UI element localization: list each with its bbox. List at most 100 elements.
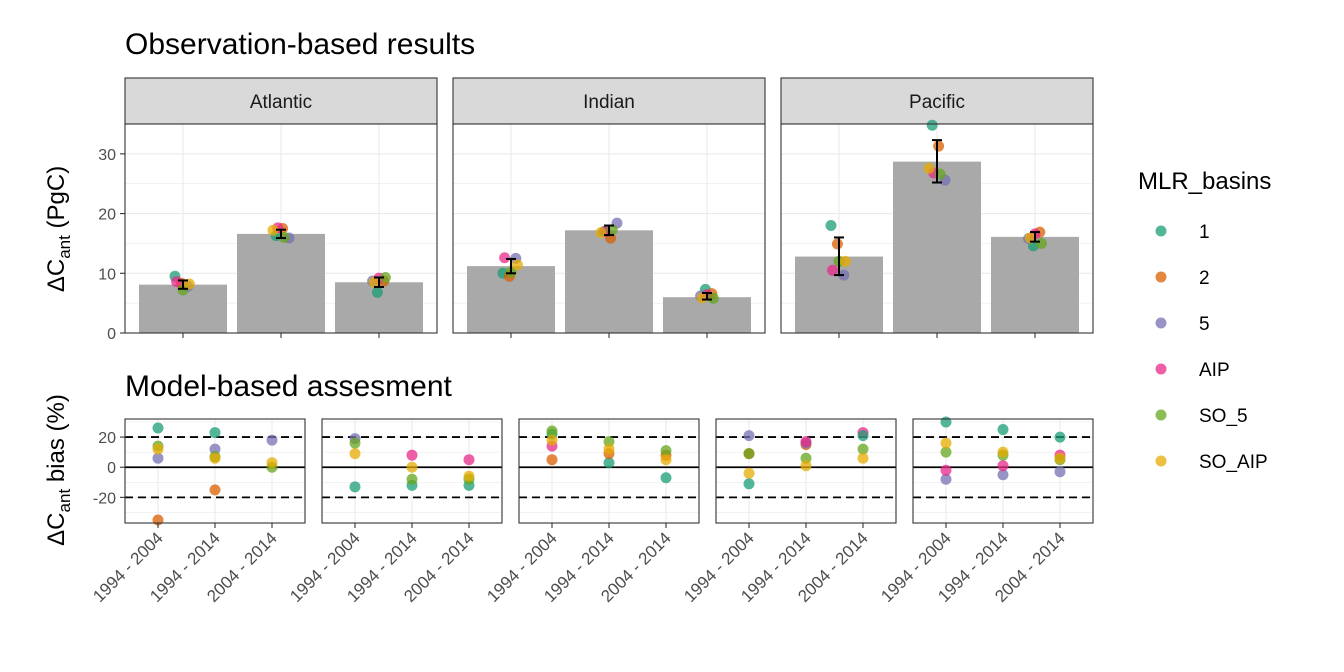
data-point (1054, 466, 1066, 478)
model-title: Model-based assesment (125, 370, 453, 403)
bar (565, 230, 653, 333)
data-point (940, 437, 952, 449)
data-point (368, 276, 380, 288)
facet-strip (452, 77, 766, 125)
y-tick-label: -20 (93, 490, 116, 507)
obs-y-axis-label-suffix: (PgC) (43, 166, 70, 235)
facet-strip (124, 77, 438, 125)
bar (893, 161, 981, 333)
data-point (839, 255, 851, 267)
legend-item-5: 5 (1155, 314, 1210, 335)
data-point (209, 427, 221, 439)
data-point (209, 452, 221, 464)
data-point (743, 467, 755, 479)
data-point (546, 425, 558, 437)
bar (663, 297, 751, 333)
model-y-axis-label-subscript: ant (55, 489, 74, 513)
legend-item-1: 1 (1155, 222, 1210, 243)
legend-item-so-aip: SO_AIP (1155, 452, 1268, 473)
obs-y-axis-label-prefix: ΔC (43, 259, 70, 292)
data-point (406, 473, 418, 485)
legend-item-2: 2 (1155, 268, 1210, 289)
y-tick-label: 0 (107, 326, 116, 343)
data-point (940, 416, 952, 428)
obs-panels: Atlantic Indian Pacific 0 10 20 30 (98, 77, 1094, 343)
legend-label: SO_5 (1199, 406, 1248, 427)
model-y-axis-label-suffix: bias (%) (43, 394, 70, 489)
y-tick-label: 20 (98, 207, 116, 224)
legend-items: 1 2 5 AIP SO_5 SO_AIP (1155, 222, 1268, 473)
data-point (152, 452, 164, 464)
legend-swatch (1155, 225, 1167, 237)
data-point (933, 140, 945, 152)
data-point (603, 457, 615, 469)
data-point (266, 457, 278, 469)
data-point (997, 424, 1009, 436)
data-point (997, 446, 1009, 458)
data-point (406, 461, 418, 473)
data-point (379, 271, 391, 283)
legend: MLR_basins 1 2 5 AIP SO_5 SO_AIP (1138, 168, 1271, 473)
data-point (406, 449, 418, 461)
legend-swatch (1155, 409, 1167, 421)
legend-label: 5 (1199, 314, 1210, 335)
data-point (1054, 452, 1066, 464)
legend-swatch (1155, 317, 1167, 329)
data-point (923, 162, 935, 174)
data-point (940, 473, 952, 485)
data-point (499, 252, 511, 264)
data-point (209, 484, 221, 496)
bar (991, 236, 1079, 333)
data-point (707, 292, 719, 304)
data-point (546, 454, 558, 466)
obs-panel-indian: Indian (452, 77, 766, 338)
data-point (940, 446, 952, 458)
data-point (511, 259, 523, 271)
data-point (857, 452, 869, 464)
facet-strip-label: Pacific (909, 92, 965, 113)
data-point (926, 119, 938, 131)
legend-label: 2 (1199, 268, 1210, 289)
data-point (800, 436, 812, 448)
data-point (546, 434, 558, 446)
data-point (209, 443, 221, 455)
obs-y-axis-label: ΔCant (PgC) (43, 166, 74, 292)
data-point (660, 472, 672, 484)
data-point (267, 224, 279, 236)
data-point (349, 448, 361, 460)
obs-panel-pacific: Pacific (780, 77, 1094, 338)
y-tick-label: 0 (107, 460, 116, 477)
data-point (857, 430, 869, 442)
data-point (857, 443, 869, 455)
y-tick-label: 30 (98, 147, 116, 164)
legend-title: MLR_basins (1138, 168, 1271, 195)
y-tick-label: 10 (98, 266, 116, 283)
legend-swatch (1155, 363, 1167, 375)
data-point (940, 464, 952, 476)
data-point (1054, 431, 1066, 443)
data-point (743, 448, 755, 460)
legend-swatch (1155, 455, 1167, 467)
data-point (266, 434, 278, 446)
y-tick-label: 20 (98, 430, 116, 447)
data-point (603, 443, 615, 455)
obs-title: Observation-based results (125, 28, 475, 61)
model-y-axis-label-prefix: ΔC (43, 512, 70, 545)
legend-label: SO_AIP (1199, 452, 1268, 473)
data-point (827, 264, 839, 276)
data-point (463, 470, 475, 482)
data-point (463, 454, 475, 466)
data-point (800, 452, 812, 464)
obs-y-axis-label-subscript: ant (55, 235, 74, 259)
model-y-axis-label: ΔCant bias (%) (43, 394, 74, 546)
legend-item-aip: AIP (1155, 360, 1230, 381)
legend-label: AIP (1199, 360, 1230, 381)
data-point (349, 437, 361, 449)
legend-swatch (1155, 271, 1167, 283)
data-point (825, 220, 837, 232)
data-point (603, 436, 615, 448)
legend-item-so-5: SO_5 (1155, 406, 1248, 427)
facet-strip-label: Atlantic (250, 92, 312, 113)
data-point (997, 460, 1009, 472)
